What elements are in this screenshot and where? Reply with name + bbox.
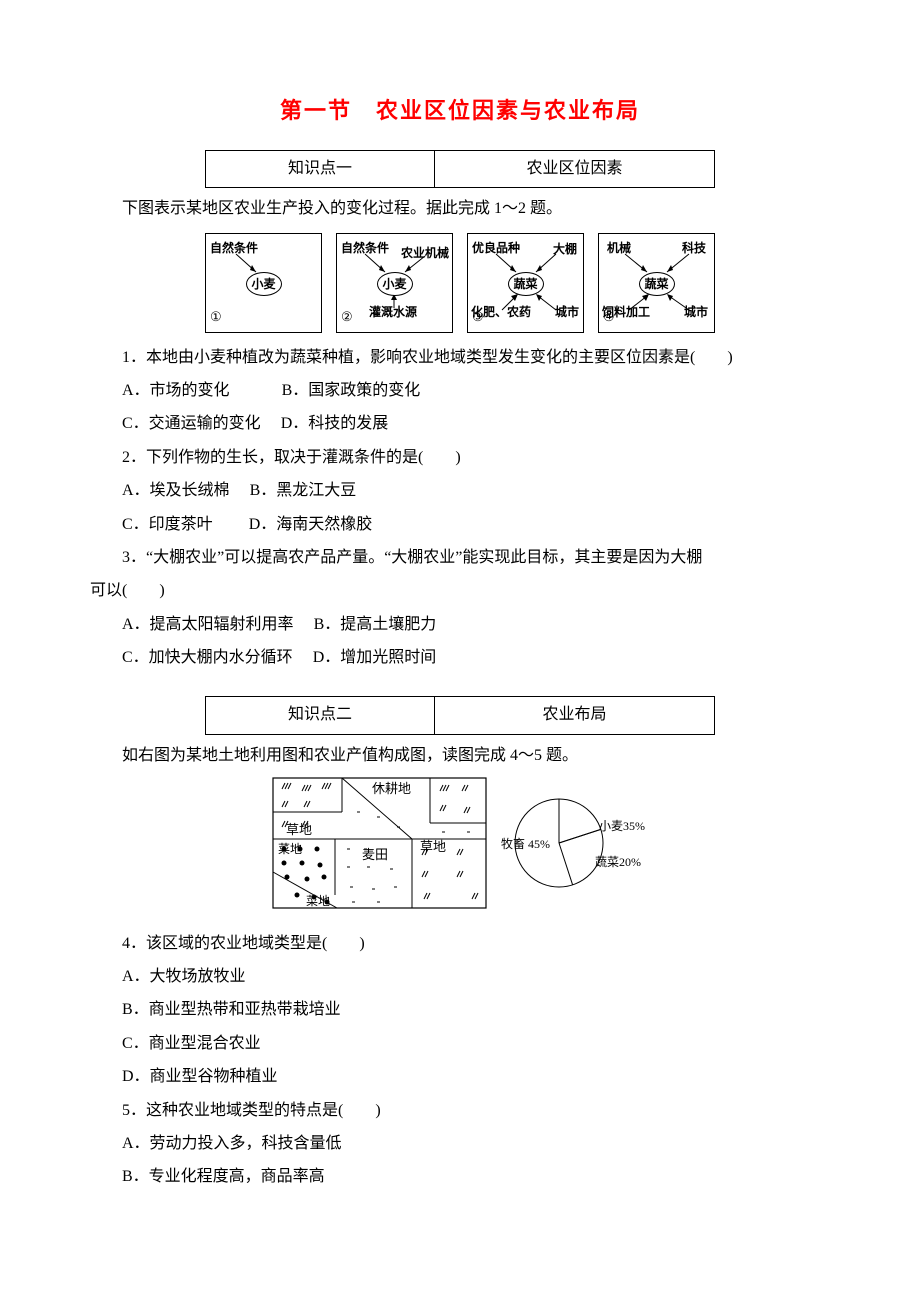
q3-line-ab: A．提高太阳辐射利用率 B．提高土壤肥力 xyxy=(90,610,830,640)
q3-stem-line1: 3．“大棚农业”可以提高农产品产量。“大棚农业”能实现此目标，其主要是因为大棚 xyxy=(90,543,830,573)
q2-b: B．黑龙江大豆 xyxy=(250,482,357,499)
q4-stem: 4．该区域的农业地域类型是( ) xyxy=(90,929,830,959)
kp1-col2: 农业区位因素 xyxy=(435,150,715,187)
q1-stem: 1．本地由小麦种植改为蔬菜种植，影响农业地域类型发生变化的主要区位因素是( ) xyxy=(90,343,830,373)
q1-line-ab: A．市场的变化 B．国家政策的变化 xyxy=(90,376,830,406)
diagram-box-4: 机械 科技 蔬菜 饲料加工 城市 ④ xyxy=(598,233,715,333)
kp2-col1: 知识点二 xyxy=(206,697,435,734)
map-fallow-label: 休耕地 xyxy=(372,781,411,796)
map-veg-label-left: 菜地 xyxy=(278,842,302,856)
q3-a: A．提高太阳辐射利用率 xyxy=(122,616,294,633)
q5-stem: 5．这种农业地域类型的特点是( ) xyxy=(90,1096,830,1126)
kp2-col2: 农业布局 xyxy=(435,697,715,734)
d1-num: ① xyxy=(210,305,222,330)
d2-num: ② xyxy=(341,305,353,330)
intro-2: 如右图为某地土地利用图和农业产值构成图，读图完成 4～5 题。 xyxy=(90,741,830,771)
map-wheat-label: 麦田 xyxy=(362,847,388,862)
page: 第一节 农业区位因素与农业布局 知识点一 农业区位因素 下图表示某地区农业生产投… xyxy=(0,0,920,1302)
q1-line-cd: C．交通运输的变化 D．科技的发展 xyxy=(90,409,830,439)
knowledge-point-2-table: 知识点二 农业布局 xyxy=(205,696,715,734)
q2-a: A．埃及长绒棉 xyxy=(122,482,230,499)
diagram-box-1: 自然条件 小麦 ① xyxy=(205,233,322,333)
d4-bottom-right: 城市 xyxy=(684,301,708,324)
pie-chart: 牧畜 45% 小麦35% 蔬菜20% xyxy=(499,788,649,909)
q1-d: D．科技的发展 xyxy=(281,415,389,432)
knowledge-point-1-table: 知识点一 农业区位因素 xyxy=(205,150,715,188)
q1-a: A．市场的变化 xyxy=(122,382,230,399)
q3-d: D．增加光照时间 xyxy=(313,649,437,666)
q3-b: B．提高土壤肥力 xyxy=(314,616,437,633)
pie-livestock-label: 牧畜 45% xyxy=(501,836,550,851)
d3-bottom-right: 城市 xyxy=(555,301,579,324)
q4-d: D．商业型谷物种植业 xyxy=(90,1062,830,1092)
pie-veg-label: 蔬菜20% xyxy=(595,855,641,869)
d4-center: 蔬菜 xyxy=(639,272,675,296)
section-title: 第一节 农业区位因素与农业布局 xyxy=(90,90,830,132)
q1-b: B．国家政策的变化 xyxy=(282,382,421,399)
intro-1: 下图表示某地区农业生产投入的变化过程。据此完成 1～2 题。 xyxy=(90,194,830,224)
diagram-box-3: 优良品种 大棚 蔬菜 化肥、农药 城市 ③ xyxy=(467,233,584,333)
d3-num: ③ xyxy=(472,305,484,330)
q5-b: B．专业化程度高，商品率高 xyxy=(90,1162,830,1192)
d2-center: 小麦 xyxy=(377,272,413,296)
map-veg-label-bottom: 菜地 xyxy=(306,894,330,908)
kp1-col1: 知识点一 xyxy=(206,150,435,187)
q4-a: A．大牧场放牧业 xyxy=(90,962,830,992)
pie-chart-icon: 牧畜 45% 小麦35% 蔬菜20% xyxy=(499,788,649,898)
q3-line-cd: C．加快大棚内水分循环 D．增加光照时间 xyxy=(90,643,830,673)
pie-wheat-label: 小麦35% xyxy=(599,819,645,833)
q1-c: C．交通运输的变化 xyxy=(122,415,261,432)
map-grass-label-1: 草地 xyxy=(286,822,312,837)
q2-d: D．海南天然橡胶 xyxy=(249,516,373,533)
d4-num: ④ xyxy=(603,305,615,330)
q2-line-cd: C．印度茶叶 D．海南天然橡胶 xyxy=(90,510,830,540)
q2-c: C．印度茶叶 xyxy=(122,516,213,533)
q4-c: C．商业型混合农业 xyxy=(90,1029,830,1059)
land-map-icon: 休耕地 草地 麦田 草地 菜地 菜地 xyxy=(272,777,487,909)
q3-c: C．加快大棚内水分循环 xyxy=(122,649,293,666)
land-use-map: 休耕地 草地 麦田 草地 菜地 菜地 xyxy=(272,777,487,920)
d1-center: 小麦 xyxy=(246,272,282,296)
q2-stem: 2．下列作物的生长，取决于灌溉条件的是( ) xyxy=(90,443,830,473)
diagram-box-2: 自然条件 农业机械 小麦 灌溉水源 ② xyxy=(336,233,453,333)
diagram-row-1: 自然条件 小麦 ① 自然条件 农业机械 小麦 灌溉水源 ② 优良品种 大棚 xyxy=(90,233,830,333)
d3-center: 蔬菜 xyxy=(508,272,544,296)
d2-bottom: 灌溉水源 xyxy=(369,301,417,324)
q3-stem-line2: 可以( ) xyxy=(90,576,830,606)
q5-a: A．劳动力投入多，科技含量低 xyxy=(90,1129,830,1159)
map-grass-label-2: 草地 xyxy=(420,839,446,854)
q4-b: B．商业型热带和亚热带栽培业 xyxy=(90,995,830,1025)
figure-2-row: 休耕地 草地 麦田 草地 菜地 菜地 xyxy=(90,777,830,920)
q2-line-ab: A．埃及长绒棉 B．黑龙江大豆 xyxy=(90,476,830,506)
